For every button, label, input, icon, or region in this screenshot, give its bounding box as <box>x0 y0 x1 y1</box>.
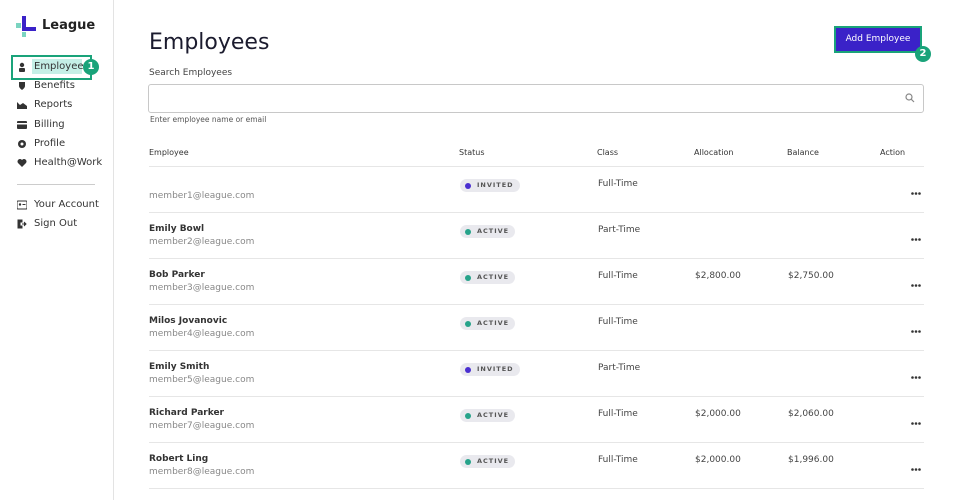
status-badge: ACTIVE <box>460 317 516 330</box>
icon-account <box>17 200 27 210</box>
marker: 2 <box>915 46 931 62</box>
action-menu[interactable] <box>911 180 921 195</box>
status-badge: ACTIVE <box>460 455 516 468</box>
row-divider <box>149 442 924 443</box>
divider <box>17 184 95 185</box>
icon-signout <box>17 219 27 229</box>
column-header: Action <box>880 148 906 157</box>
employee-email: member2@league.com <box>149 237 255 247</box>
nav-item[interactable]: Health@Work <box>34 157 103 168</box>
class: Full-Time <box>598 455 638 465</box>
icon-health <box>17 159 27 167</box>
employee-name[interactable]: Robert Ling <box>149 454 209 464</box>
row-divider <box>149 350 924 351</box>
status-badge: ACTIVE <box>460 271 516 284</box>
search-icon <box>905 93 915 103</box>
row-divider <box>149 304 924 305</box>
nav-item[interactable]: Profile <box>34 138 66 149</box>
employee-email: member7@league.com <box>149 421 255 431</box>
logo-text: League <box>42 18 96 33</box>
allocation: $2,000.00 <box>695 409 741 419</box>
class: Full-Time <box>598 271 638 281</box>
status-badge: INVITED <box>460 179 520 192</box>
search-input[interactable] <box>148 84 924 113</box>
employee-name[interactable]: Milos Jovanovic <box>149 316 228 326</box>
class: Full-Time <box>598 409 638 419</box>
icon-profile <box>18 140 26 148</box>
search-label: Search Employees <box>149 68 233 78</box>
status-badge: ACTIVE <box>460 225 516 238</box>
employee-email: member8@league.com <box>149 467 255 477</box>
employee-email: member3@league.com <box>149 283 255 293</box>
nav-item[interactable]: Benefits <box>34 80 75 91</box>
icon-billing <box>17 121 27 129</box>
row-divider <box>149 166 924 167</box>
employee-name[interactable]: Emily Bowl <box>149 224 205 234</box>
status-badge: ACTIVE <box>460 409 516 422</box>
allocation: $2,000.00 <box>695 455 741 465</box>
action-menu[interactable] <box>911 318 921 333</box>
class: Full-Time <box>598 179 638 189</box>
employee-name[interactable]: Emily Smith <box>149 362 210 372</box>
balance: $2,750.00 <box>788 271 834 281</box>
column-header: Status <box>459 148 485 157</box>
search-hint: Enter employee name or email <box>150 115 267 124</box>
allocation: $2,800.00 <box>695 271 741 281</box>
highlight-bg <box>32 59 82 74</box>
row-divider <box>149 212 924 213</box>
row-divider <box>149 488 924 489</box>
balance: $1,996.00 <box>788 455 834 465</box>
logo-icon <box>16 16 36 37</box>
marker: 1 <box>83 59 99 75</box>
sidebar: League Employees Benefits Reports Billin… <box>0 0 114 500</box>
page-title: Employees <box>149 30 270 55</box>
nav-item[interactable]: Employees <box>34 61 89 72</box>
action-menu[interactable] <box>911 410 921 425</box>
row-divider <box>149 396 924 397</box>
icon-reports <box>17 102 27 109</box>
employee-name[interactable]: Richard Parker <box>149 408 224 418</box>
column-header: Class <box>597 148 619 157</box>
class: Part-Time <box>598 225 641 235</box>
action-menu[interactable] <box>911 456 921 471</box>
status-badge: INVITED <box>460 363 520 376</box>
icon-employees <box>19 62 25 72</box>
action-menu[interactable] <box>911 272 921 287</box>
action-menu[interactable] <box>911 364 921 379</box>
action-menu[interactable] <box>911 226 921 241</box>
balance: $2,060.00 <box>788 409 834 419</box>
column-header: Allocation <box>694 148 734 157</box>
class: Full-Time <box>598 317 638 327</box>
icon-benefits <box>19 82 25 90</box>
add-button[interactable]: Add Employee <box>834 26 922 53</box>
employee-email: member5@league.com <box>149 375 255 385</box>
nav-item[interactable]: Billing <box>34 119 65 130</box>
row-divider <box>149 258 924 259</box>
employee-name[interactable]: Bob Parker <box>149 270 205 280</box>
employee-email: member1@league.com <box>149 191 255 201</box>
nav-item[interactable]: Reports <box>34 99 73 110</box>
nav-item[interactable]: Your Account <box>34 199 99 210</box>
column-header: Employee <box>149 148 189 157</box>
nav-item[interactable]: Sign Out <box>34 218 78 229</box>
class: Part-Time <box>598 363 641 373</box>
employee-email: member4@league.com <box>149 329 255 339</box>
column-header: Balance <box>787 148 819 157</box>
